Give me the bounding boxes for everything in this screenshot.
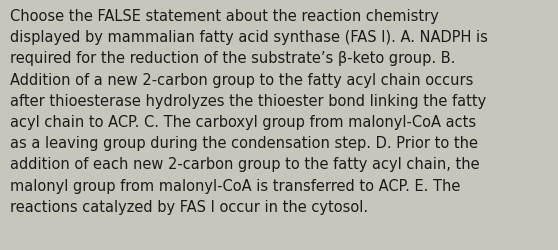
Text: Choose the FALSE statement about the reaction chemistry
displayed by mammalian f: Choose the FALSE statement about the rea… — [10, 9, 488, 214]
